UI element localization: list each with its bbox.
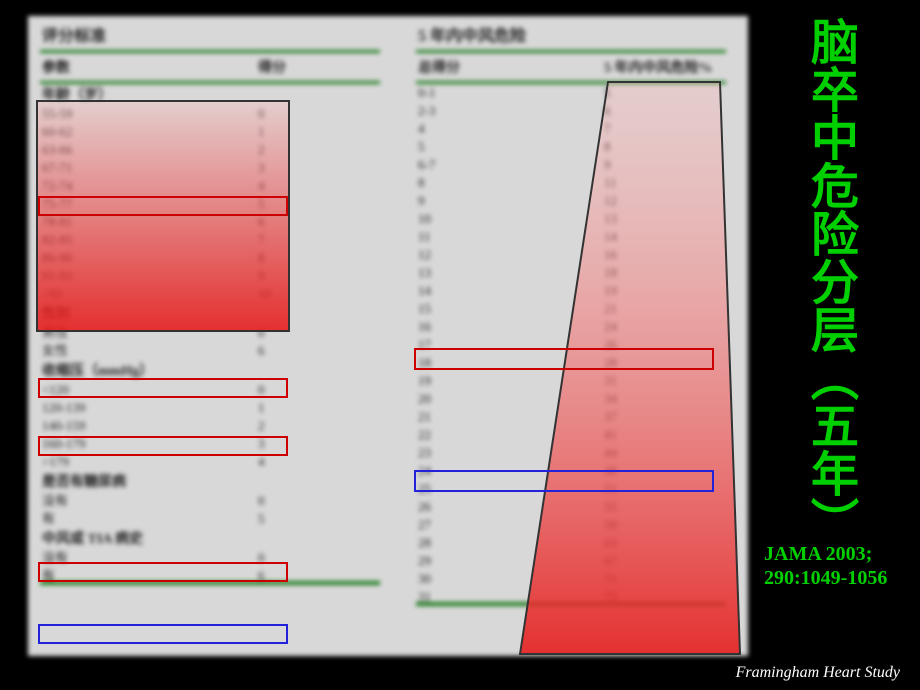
highlight-red xyxy=(38,196,288,216)
highlight-blue xyxy=(38,624,288,644)
highlight-blue xyxy=(414,470,714,492)
risk-trapezoid xyxy=(0,0,920,690)
highlight-red xyxy=(414,348,714,370)
highlight-red xyxy=(38,378,288,398)
highlight-red xyxy=(38,562,288,582)
highlight-red xyxy=(38,436,288,456)
